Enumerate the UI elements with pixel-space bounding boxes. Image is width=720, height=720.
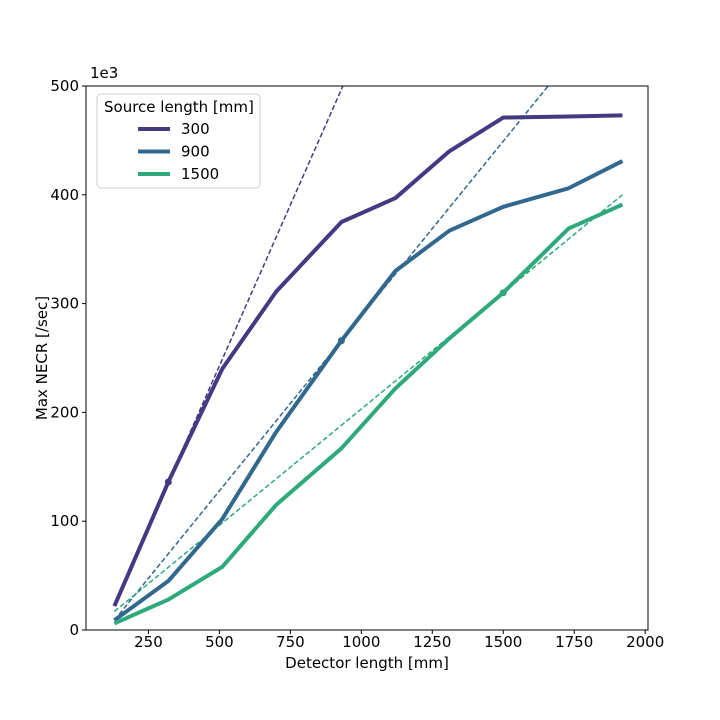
x-tick-label: 1250 [413,633,451,651]
legend-label: 1500 [181,165,219,183]
fit-line [113,86,549,621]
x-tick-label: 1750 [555,633,593,651]
x-axis-label: Detector length [mm] [285,654,449,672]
offset-label: 1e3 [90,64,118,82]
y-axis-label: Max NECR [/sec] [33,296,51,420]
x-tick-label: 2000 [626,633,664,651]
series-line [112,113,623,607]
x-tick-label: 1500 [484,633,522,651]
legend: Source length [mm] 300 900 1500 [96,93,261,189]
legend-title: Source length [mm] [104,98,254,116]
y-tick-label: 100 [50,512,79,530]
x-tick-label: 500 [205,633,234,651]
y-tick-label: 400 [50,186,79,204]
y-tick-label: 300 [50,295,79,313]
line-layer [112,113,624,626]
plot-frame [85,85,649,631]
legend-label: 900 [181,143,210,161]
legend-label: 300 [181,120,210,138]
x-tick-label: 250 [134,633,163,651]
fit-line [113,194,623,613]
y-tick-label: 0 [69,621,79,639]
legend-box [96,93,261,189]
axis-ticks: 250 500 750 1000 1250 1500 1750 2000 0 100 200 300 4… [50,77,664,651]
series-line [113,202,624,626]
y-tick-label: 500 [50,77,79,95]
x-tick-label: 750 [276,633,305,651]
series-line [113,159,624,622]
y-tick-label: 200 [50,403,79,421]
x-tick-label: 1000 [342,633,380,651]
